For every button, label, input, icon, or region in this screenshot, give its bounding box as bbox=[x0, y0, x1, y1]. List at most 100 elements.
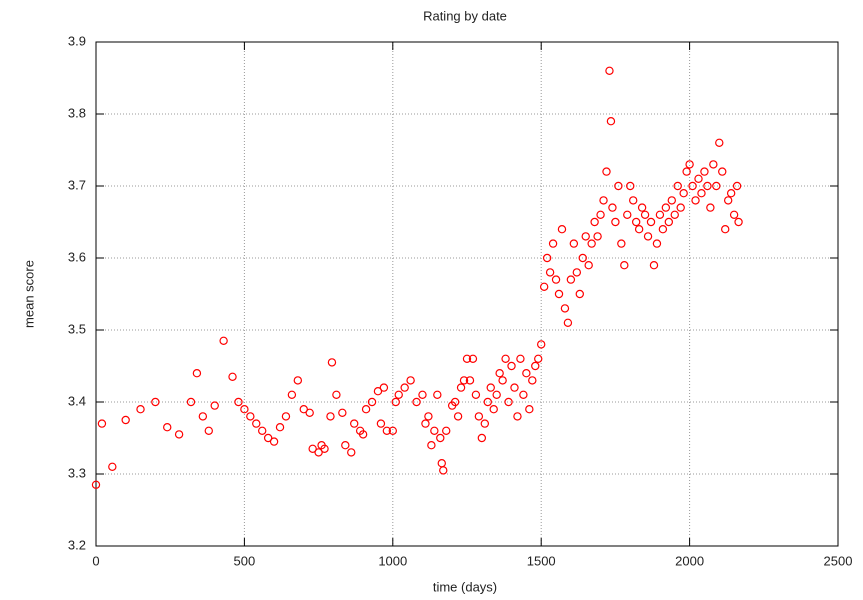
point bbox=[501, 354, 510, 363]
point bbox=[664, 217, 674, 227]
point bbox=[412, 397, 421, 407]
point bbox=[587, 239, 596, 248]
point bbox=[327, 358, 337, 367]
point bbox=[450, 397, 460, 407]
point bbox=[436, 433, 445, 443]
point bbox=[578, 253, 587, 263]
point bbox=[453, 412, 463, 421]
point bbox=[269, 437, 279, 446]
point bbox=[406, 376, 415, 385]
point bbox=[373, 387, 383, 396]
point bbox=[326, 412, 335, 421]
x-tick-label: 1500 bbox=[527, 553, 556, 568]
point bbox=[492, 390, 501, 399]
point bbox=[198, 412, 208, 421]
point bbox=[376, 419, 386, 428]
point bbox=[599, 196, 608, 205]
point bbox=[240, 405, 249, 414]
point bbox=[219, 336, 228, 345]
point bbox=[652, 239, 662, 248]
point bbox=[694, 174, 703, 183]
point bbox=[709, 160, 718, 169]
point bbox=[667, 196, 676, 205]
point bbox=[388, 426, 397, 435]
point bbox=[572, 268, 582, 277]
point bbox=[121, 415, 130, 425]
point bbox=[548, 239, 558, 248]
point bbox=[734, 217, 743, 227]
point bbox=[299, 405, 308, 414]
point bbox=[427, 441, 436, 450]
point bbox=[308, 444, 317, 453]
point bbox=[228, 372, 237, 381]
point bbox=[391, 397, 400, 407]
point bbox=[640, 210, 650, 219]
point bbox=[97, 419, 107, 428]
point bbox=[721, 224, 730, 234]
point bbox=[495, 369, 504, 378]
point bbox=[471, 390, 481, 399]
x-tick-label: 2500 bbox=[824, 553, 853, 568]
point bbox=[729, 210, 739, 219]
point bbox=[557, 224, 567, 234]
point bbox=[528, 376, 537, 385]
y-tick-label: 3.6 bbox=[68, 249, 86, 264]
point bbox=[341, 441, 350, 450]
point bbox=[590, 217, 599, 227]
point bbox=[151, 397, 160, 407]
y-tick-label: 3.2 bbox=[68, 537, 86, 552]
point bbox=[682, 167, 691, 176]
x-tick-label: 1000 bbox=[378, 553, 407, 568]
point bbox=[534, 354, 543, 363]
point bbox=[465, 376, 475, 385]
y-tick-label: 3.5 bbox=[68, 321, 86, 336]
point bbox=[246, 412, 255, 421]
point bbox=[442, 426, 451, 435]
x-tick-label: 2000 bbox=[675, 553, 704, 568]
point bbox=[418, 390, 427, 399]
point bbox=[581, 232, 590, 241]
point bbox=[474, 412, 484, 421]
point bbox=[617, 239, 626, 248]
point bbox=[620, 261, 629, 270]
point bbox=[629, 196, 638, 205]
point bbox=[706, 203, 715, 212]
point bbox=[551, 275, 561, 284]
point bbox=[608, 203, 617, 212]
point bbox=[400, 383, 409, 392]
point bbox=[350, 419, 359, 428]
point bbox=[542, 253, 552, 263]
point bbox=[575, 289, 584, 299]
point bbox=[320, 444, 329, 453]
point bbox=[697, 188, 706, 198]
point bbox=[602, 167, 611, 176]
point bbox=[379, 383, 389, 392]
plot-frame bbox=[95, 41, 839, 547]
point bbox=[437, 459, 446, 468]
point bbox=[676, 203, 685, 212]
point bbox=[462, 354, 472, 363]
point bbox=[658, 224, 668, 234]
point bbox=[338, 408, 347, 417]
point bbox=[263, 433, 273, 443]
y-tick-label: 3.9 bbox=[68, 33, 86, 48]
point bbox=[430, 426, 439, 435]
point bbox=[108, 462, 117, 471]
point bbox=[287, 390, 297, 399]
point bbox=[382, 426, 392, 435]
point bbox=[626, 181, 635, 191]
point bbox=[525, 405, 534, 414]
point bbox=[673, 181, 682, 191]
point bbox=[531, 361, 540, 371]
point bbox=[186, 397, 196, 407]
point bbox=[136, 405, 145, 414]
point bbox=[314, 448, 323, 457]
point bbox=[655, 210, 665, 219]
point bbox=[480, 419, 490, 428]
point bbox=[563, 318, 573, 327]
point bbox=[593, 232, 602, 241]
point bbox=[433, 390, 442, 399]
point bbox=[554, 289, 564, 299]
point bbox=[305, 408, 314, 417]
